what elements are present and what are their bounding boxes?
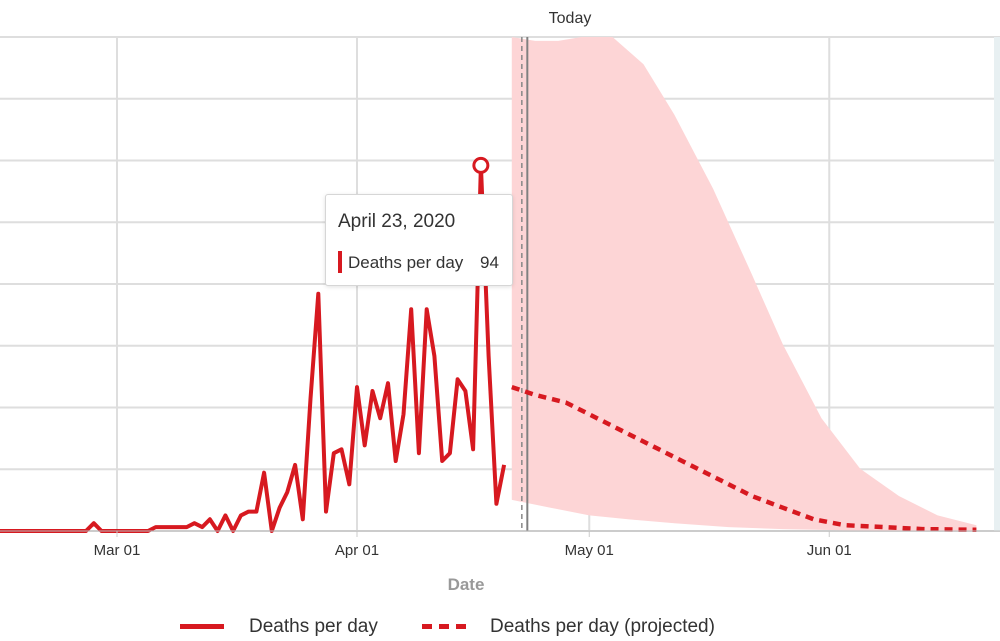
projection-band [511,37,977,531]
tooltip-value: 94 [480,253,499,272]
x-axis: Mar 01 Apr 01 May 01 Jun 01 [0,530,1000,559]
tooltip-date: April 23, 2020 [338,211,456,232]
x-tick-label: Mar 01 [94,542,141,559]
legend: Deaths per day Deaths per day (projected… [0,608,1000,640]
tooltip: April 23, 2020 Deaths per day 94 [325,194,513,286]
right-edge-bar [994,37,1000,531]
tooltip-series-swatch [338,251,342,273]
projection-band-group [511,37,1000,531]
series-lines [0,37,977,533]
x-tick-label: May 01 [565,542,614,559]
legend-swatch-projected [422,624,466,629]
legend-swatch-actual [180,624,224,629]
x-axis-label: Date [448,575,485,594]
x-tick-label: Jun 01 [807,542,852,559]
series-line-actual [0,163,507,533]
x-tick-label: Apr 01 [335,542,379,559]
legend-label-actual: Deaths per day [249,616,378,637]
tooltip-series-name: Deaths per day [348,253,464,272]
highlighted-point [472,156,490,174]
legend-label-projected: Deaths per day (projected) [490,616,715,637]
today-label: Today [549,10,592,27]
